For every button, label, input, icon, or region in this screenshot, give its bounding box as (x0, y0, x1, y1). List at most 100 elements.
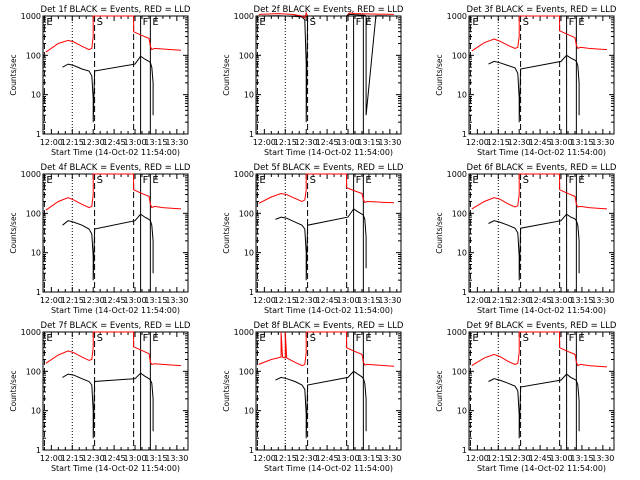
y-tick-label: 10 (457, 91, 467, 100)
x-tick-label: 12:00 (253, 454, 276, 463)
y-tick-label: 100 (26, 209, 41, 218)
y-tick-label: 100 (452, 209, 467, 218)
series-line-events (488, 54, 580, 123)
x-tick-label: 12:15 (274, 296, 297, 305)
x-tick-label: 12:00 (40, 138, 63, 147)
x-tick-label: 12:45 (529, 454, 552, 463)
y-axis-label: Counts/sec (222, 54, 231, 95)
y-tick-label: 100 (26, 51, 41, 60)
y-axis-label: Counts/sec (9, 370, 18, 411)
chart-panel-8: Det 8f BLACK = Events, RED = LLD 1 10 100 10… (222, 321, 404, 473)
event-marker-label: F (569, 17, 575, 28)
series-line-events (488, 373, 580, 439)
x-tick-label: 13:30 (165, 296, 188, 305)
chart-title: Det 8f BLACK = Events, RED = LLD (254, 321, 404, 331)
x-axis-label: Start Time (14-Oct-02 11:54:00) (264, 148, 393, 157)
x-tick-label: 13:30 (165, 138, 188, 147)
series-line-lld (471, 173, 608, 210)
x-tick-label: 12:00 (466, 138, 489, 147)
x-tick-label: 12:45 (316, 454, 339, 463)
x-tick-label: 12:45 (103, 138, 126, 147)
x-tick-label: 12:30 (295, 454, 318, 463)
x-axis-label: Start Time (14-Oct-02 11:54:00) (51, 464, 180, 473)
event-marker-label: E (259, 333, 265, 344)
x-tick-label: 13:00 (549, 454, 572, 463)
y-tick-label: 100 (239, 209, 254, 218)
x-tick-label: 13:00 (336, 138, 359, 147)
chart-panel-4: Det 4f BLACK = Events, RED = LLD 1 10 100 10… (9, 163, 191, 315)
x-tick-label: 13:30 (378, 138, 401, 147)
event-marker-label: F (356, 175, 362, 186)
chart-panel-1: Det 1f BLACK = Events, RED = LLD 1 10 100 10… (9, 5, 191, 157)
event-marker-label: E (46, 17, 52, 28)
series-line-lld (258, 173, 395, 204)
x-tick-label: 12:00 (253, 138, 276, 147)
event-marker-label: F (356, 333, 362, 344)
chart-title: Det 5f BLACK = Events, RED = LLD (254, 163, 404, 173)
chart-title: Det 9f BLACK = Events, RED = LLD (467, 321, 617, 331)
x-tick-label: 12:30 (508, 138, 531, 147)
y-tick-label: 1000 (447, 12, 467, 21)
event-marker-label: E (578, 17, 584, 28)
event-marker-label: S (310, 17, 316, 28)
x-tick-label: 13:30 (591, 296, 614, 305)
x-tick-label: 13:00 (123, 296, 146, 305)
y-tick-label: 1 (249, 446, 254, 455)
x-tick-label: 13:15 (357, 454, 380, 463)
x-tick-label: 12:15 (61, 454, 84, 463)
chart-title: Det 1f BLACK = Events, RED = LLD (41, 5, 191, 15)
y-tick-label: 1000 (447, 170, 467, 179)
plot-frame (42, 173, 189, 293)
event-marker-label: E (259, 175, 265, 186)
plot-frame (255, 173, 402, 293)
event-marker-label: F (143, 175, 149, 186)
x-tick-label: 13:30 (378, 454, 401, 463)
y-axis-label: Counts/sec (222, 370, 231, 411)
y-tick-label: 100 (452, 367, 467, 376)
x-tick-label: 12:45 (103, 296, 126, 305)
x-tick-label: 13:30 (378, 296, 401, 305)
x-tick-label: 13:15 (357, 296, 380, 305)
event-marker-label: S (310, 333, 316, 344)
event-marker-label: S (97, 333, 103, 344)
y-tick-label: 10 (31, 407, 41, 416)
x-tick-label: 12:00 (466, 454, 489, 463)
y-tick-label: 1 (249, 130, 254, 139)
event-marker-label: F (569, 175, 575, 186)
plot-frame (42, 15, 189, 135)
x-tick-label: 13:00 (549, 138, 572, 147)
chart-title: Det 6f BLACK = Events, RED = LLD (467, 163, 617, 173)
event-marker-label: F (569, 333, 575, 344)
x-tick-label: 12:15 (61, 138, 84, 147)
y-tick-label: 10 (31, 249, 41, 258)
y-tick-label: 1000 (447, 328, 467, 337)
event-marker-label: E (472, 175, 478, 186)
series-line-lld (258, 331, 395, 367)
event-marker-label: E (472, 17, 478, 28)
x-tick-label: 13:15 (144, 296, 167, 305)
event-marker-label: E (46, 175, 52, 186)
y-tick-label: 1000 (234, 328, 254, 337)
y-tick-label: 1 (462, 130, 467, 139)
x-tick-label: 13:00 (123, 138, 146, 147)
x-tick-label: 12:15 (487, 454, 510, 463)
x-axis-label: Start Time (14-Oct-02 11:54:00) (51, 306, 180, 315)
y-tick-label: 100 (239, 367, 254, 376)
chart-panel-7: Det 7f BLACK = Events, RED = LLD 1 10 100 10… (9, 321, 191, 473)
event-marker-label: E (578, 175, 584, 186)
y-tick-label: 10 (457, 407, 467, 416)
x-tick-label: 13:30 (165, 454, 188, 463)
x-tick-label: 13:00 (336, 454, 359, 463)
x-tick-label: 13:30 (591, 454, 614, 463)
series-line-events (258, 13, 395, 123)
y-tick-label: 1000 (21, 328, 41, 337)
x-axis-label: Start Time (14-Oct-02 11:54:00) (477, 464, 606, 473)
y-tick-label: 1 (36, 288, 41, 297)
series-line-events (275, 208, 367, 281)
y-tick-label: 10 (244, 249, 254, 258)
x-tick-label: 12:00 (40, 296, 63, 305)
y-tick-label: 1000 (234, 170, 254, 179)
y-tick-label: 1 (36, 446, 41, 455)
event-marker-label: E (46, 333, 52, 344)
